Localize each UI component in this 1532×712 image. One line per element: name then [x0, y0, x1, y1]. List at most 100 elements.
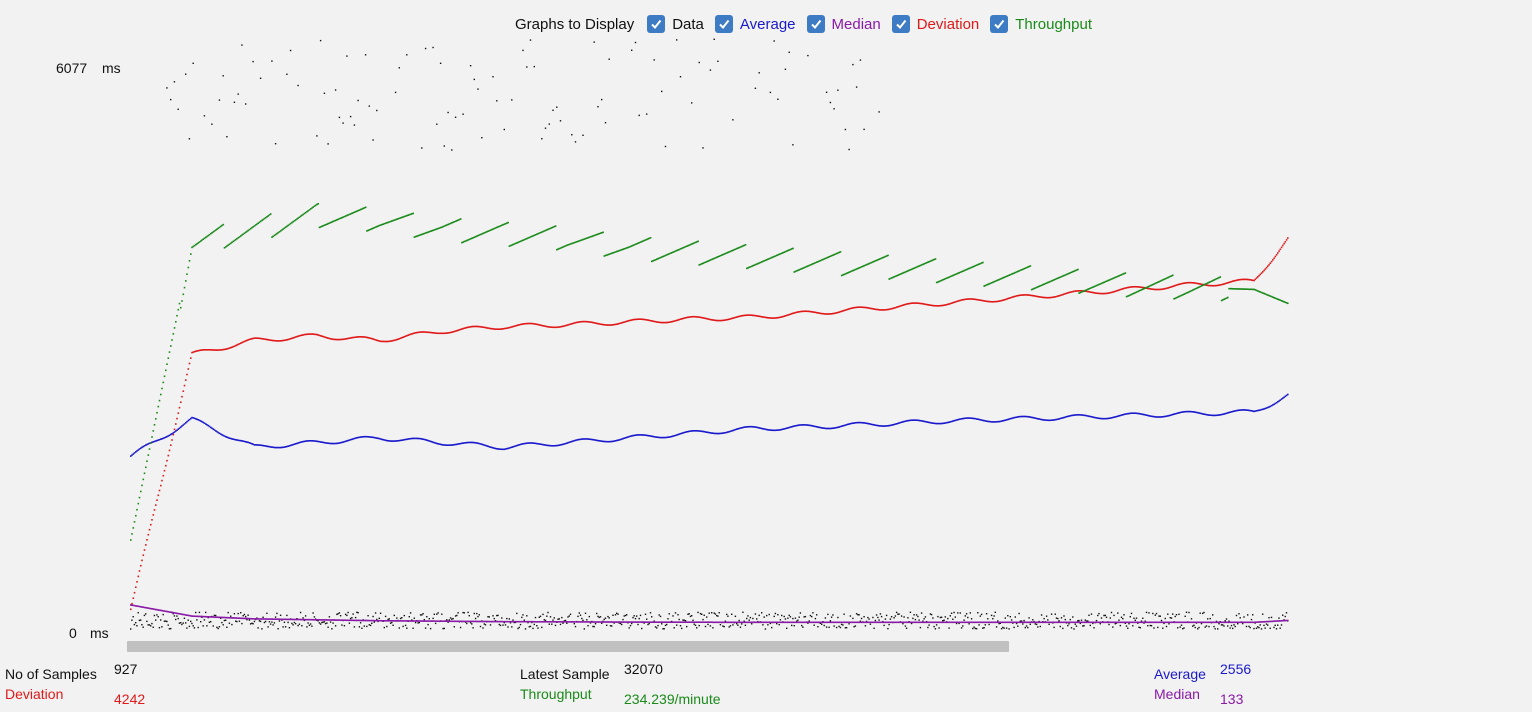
checkbox-deviation[interactable]: Deviation	[891, 15, 979, 33]
deviation-point	[927, 304, 929, 306]
throughput-point	[796, 270, 798, 272]
median-point	[206, 616, 208, 618]
average-point	[263, 445, 266, 447]
deviation-point	[1160, 288, 1163, 291]
average-point	[1074, 414, 1077, 416]
median-point	[763, 621, 766, 624]
median-point	[1207, 621, 1209, 624]
checkbox-data[interactable]: Data	[647, 15, 704, 33]
median-point	[1042, 621, 1044, 624]
throughput-point	[1078, 292, 1080, 294]
deviation-point	[1003, 299, 1005, 301]
deviation-point	[378, 340, 381, 342]
deviation-point	[1089, 291, 1092, 293]
data-point	[573, 623, 575, 625]
deviation-point	[1265, 266, 1268, 269]
throughput-point	[591, 235, 593, 238]
data-point	[1224, 620, 1226, 622]
median-point	[321, 619, 323, 621]
throughput-point	[1172, 274, 1174, 277]
checkbox-checked-icon[interactable]	[806, 15, 825, 33]
average-point	[177, 428, 180, 430]
average-point	[708, 431, 711, 434]
average-point	[849, 422, 852, 425]
deviation-point	[1010, 296, 1013, 299]
throughput-point	[504, 222, 507, 225]
average-point	[523, 442, 526, 445]
checkbox-average[interactable]: Average	[714, 15, 796, 33]
throughput-point	[848, 271, 850, 273]
data-point	[544, 127, 547, 129]
throughput-point	[341, 216, 343, 219]
data-point	[263, 621, 266, 624]
data-point	[1238, 613, 1240, 615]
data-point	[361, 627, 363, 629]
median-point	[659, 621, 662, 623]
checkbox-checked-icon[interactable]	[990, 15, 1009, 33]
average-point	[1043, 419, 1045, 421]
median-point	[702, 621, 704, 623]
data-point	[1133, 617, 1135, 619]
data-point	[292, 624, 294, 626]
median-point	[502, 620, 504, 623]
data-series	[130, 38, 1289, 630]
throughput-point	[1077, 268, 1079, 271]
median-point	[924, 621, 927, 624]
average-point	[578, 438, 581, 441]
data-point	[888, 623, 890, 626]
average-point	[311, 440, 313, 442]
deviation-point	[443, 332, 446, 335]
horizontal-scrollbar[interactable]	[127, 641, 1009, 652]
data-point	[773, 615, 775, 618]
throughput-point	[197, 242, 200, 244]
deviation-point	[452, 331, 454, 333]
throughput-point	[142, 478, 145, 481]
median-point	[762, 621, 764, 624]
average-point	[146, 443, 148, 446]
deviation-point	[469, 326, 472, 328]
throughput-point	[387, 221, 389, 224]
median-point	[679, 621, 682, 623]
median-point	[163, 610, 166, 612]
throughput-point	[804, 266, 807, 268]
checkbox-median[interactable]: Median	[806, 15, 881, 33]
average-point	[884, 425, 887, 427]
data-point	[852, 617, 854, 620]
data-point	[207, 616, 209, 619]
checkbox-checked-icon[interactable]	[891, 15, 910, 33]
median-point	[1215, 621, 1218, 624]
data-point	[777, 98, 779, 100]
deviation-point	[1204, 284, 1207, 286]
deviation-point	[877, 308, 879, 311]
throughput-point	[200, 240, 202, 242]
graphs-to-display-legend: Graphs to Display Data Average Median De…	[515, 12, 1103, 36]
checkbox-checked-icon[interactable]	[647, 15, 666, 33]
average-point	[1217, 414, 1219, 416]
checkbox-throughput[interactable]: Throughput	[990, 15, 1092, 33]
deviation-point	[1088, 291, 1090, 293]
median-point	[935, 621, 938, 624]
deviation-point	[573, 322, 576, 324]
data-point	[1248, 625, 1250, 628]
average-point	[672, 435, 674, 437]
deviation-point	[458, 329, 461, 331]
deviation-point	[477, 325, 479, 328]
average-point	[207, 424, 210, 427]
throughput-point	[611, 252, 613, 255]
average-point	[438, 443, 441, 445]
deviation-point	[658, 321, 661, 324]
deviation-point	[221, 349, 223, 351]
data-point	[188, 625, 191, 628]
throughput-point	[638, 241, 641, 244]
average-point	[142, 445, 145, 448]
checkbox-checked-icon[interactable]	[714, 15, 733, 33]
data-point	[178, 622, 181, 624]
median-point	[359, 619, 362, 622]
throughput-point	[286, 225, 288, 228]
data-point	[1179, 626, 1181, 628]
deviation-point	[417, 331, 419, 334]
deviation-point	[860, 306, 863, 308]
average-point	[503, 448, 506, 451]
data-point	[428, 618, 430, 620]
average-point	[1117, 415, 1119, 417]
